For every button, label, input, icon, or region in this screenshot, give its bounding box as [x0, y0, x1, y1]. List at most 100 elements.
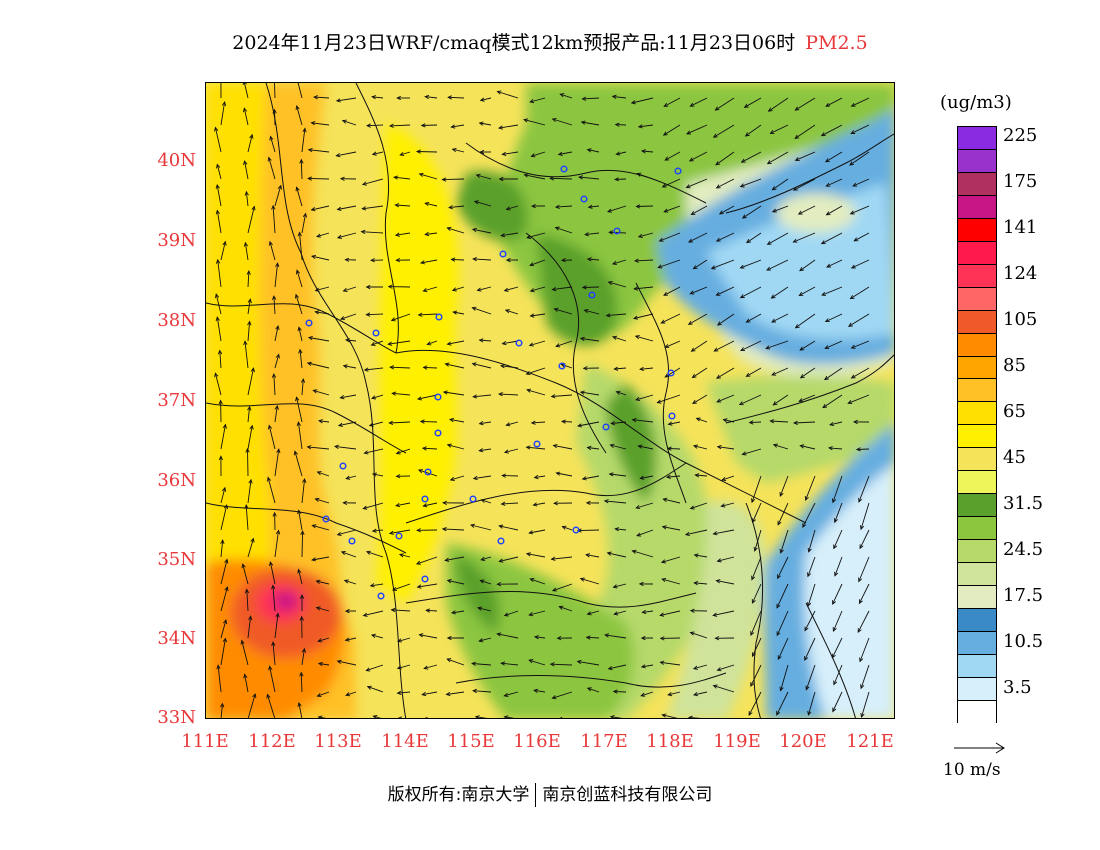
- wind-vector: [715, 97, 735, 111]
- wind-vector: [555, 340, 573, 347]
- wind-vector-head: [740, 158, 746, 163]
- legend-swatch: [958, 195, 996, 219]
- wind-vector-head: [860, 684, 865, 690]
- wind-vector-head: [295, 269, 301, 275]
- wind-vector: [692, 367, 708, 378]
- wind-vector-head: [586, 257, 592, 262]
- wind-vector-head: [831, 498, 837, 504]
- wind-vector: [780, 664, 789, 691]
- wind-vector: [274, 354, 280, 369]
- wind-vector-head: [452, 310, 458, 315]
- wind-vector: [524, 174, 546, 180]
- wind-vector: [552, 118, 573, 126]
- wind-vector-head: [529, 99, 535, 104]
- wind-vector-head: [560, 419, 566, 424]
- wind-vector-head: [807, 547, 812, 553]
- wind-vector: [216, 164, 222, 180]
- wind-vector: [612, 95, 627, 99]
- wind-vector: [559, 606, 573, 612]
- wind-vector-head: [528, 530, 534, 535]
- wind-vector: [581, 121, 600, 126]
- wind-vector: [558, 151, 573, 155]
- legend-swatch: [958, 677, 996, 701]
- pm25-map-svg: [206, 83, 894, 718]
- wind-vector: [693, 664, 708, 670]
- wind-vector-head: [857, 628, 862, 634]
- wind-vector: [604, 500, 627, 504]
- wind-vector: [424, 664, 438, 669]
- wind-vector: [299, 349, 303, 369]
- wind-vector-head: [344, 257, 350, 262]
- wind-vector: [341, 551, 357, 558]
- wind-vector-head: [311, 557, 317, 562]
- wind-vector-head: [615, 390, 621, 395]
- wind-vector-head: [388, 123, 394, 128]
- wind-vector-head: [498, 176, 504, 182]
- wind-vector: [693, 691, 708, 696]
- wind-vector-head: [497, 391, 503, 397]
- wind-vector-head: [312, 389, 318, 394]
- wind-vector: [848, 313, 870, 327]
- wind-vector-head: [528, 659, 534, 664]
- wind-vector: [397, 691, 411, 694]
- wind-vector-head: [496, 632, 502, 637]
- wind-vector: [851, 97, 870, 107]
- wind-vector: [501, 232, 519, 237]
- wind-vector-head: [394, 203, 400, 208]
- wind-vector: [247, 538, 254, 558]
- wind-vector-head: [298, 348, 303, 354]
- wind-vector: [301, 213, 307, 234]
- wind-vector: [316, 232, 330, 238]
- wind-vector-head: [526, 388, 532, 393]
- legend-label: 141: [1003, 217, 1038, 239]
- wind-vector: [719, 205, 735, 215]
- wind-vector: [247, 693, 256, 718]
- wind-vector: [752, 637, 762, 657]
- wind-vector: [245, 191, 249, 207]
- wind-vector: [425, 96, 438, 99]
- wind-vector: [500, 365, 519, 369]
- wind-vector-head: [586, 445, 592, 451]
- wind-vector: [664, 205, 681, 213]
- wind-vector: [297, 83, 303, 99]
- circle-marker-icon: [497, 537, 505, 545]
- wind-vector-head: [472, 688, 477, 694]
- wind-vector-head: [498, 524, 504, 529]
- wind-vector-head: [342, 287, 348, 293]
- legend-swatch: [958, 356, 996, 380]
- wind-vector-head: [640, 635, 646, 641]
- wind-vector: [445, 363, 465, 369]
- wind-vector-head: [820, 240, 826, 245]
- wind-vector-head: [850, 344, 856, 349]
- wind-vector: [244, 341, 249, 369]
- wind-vector-head: [415, 149, 421, 154]
- wind-vector: [636, 502, 654, 509]
- wind-vector: [242, 564, 249, 585]
- wind-vector: [523, 119, 546, 126]
- wind-vector-head: [370, 633, 376, 638]
- wind-vector-head: [395, 474, 401, 479]
- wind-vector-head: [824, 158, 830, 163]
- wind-vector-head: [608, 230, 614, 235]
- wind-vector-head: [479, 97, 485, 102]
- wind-vector: [686, 178, 708, 189]
- wind-vector: [396, 448, 411, 455]
- wind-vector: [425, 232, 438, 235]
- wind-vector: [632, 550, 654, 558]
- wind-vector-head: [248, 615, 253, 621]
- wind-vector: [551, 394, 573, 397]
- wind-vector-head: [526, 234, 532, 239]
- wind-vector-head: [302, 127, 307, 133]
- wind-vector-head: [295, 186, 300, 192]
- wind-vector: [266, 694, 276, 718]
- wind-vector-head: [777, 655, 782, 661]
- wind-vector: [219, 350, 222, 369]
- wind-vector: [529, 659, 546, 666]
- wind-vector-head: [525, 370, 531, 376]
- legend-label: 24.5: [1003, 538, 1044, 560]
- wind-vector: [371, 634, 384, 639]
- wind-vector: [693, 445, 708, 450]
- wind-vector: [768, 97, 789, 112]
- wind-vector-head: [422, 365, 428, 370]
- wind-vector-head: [419, 419, 425, 424]
